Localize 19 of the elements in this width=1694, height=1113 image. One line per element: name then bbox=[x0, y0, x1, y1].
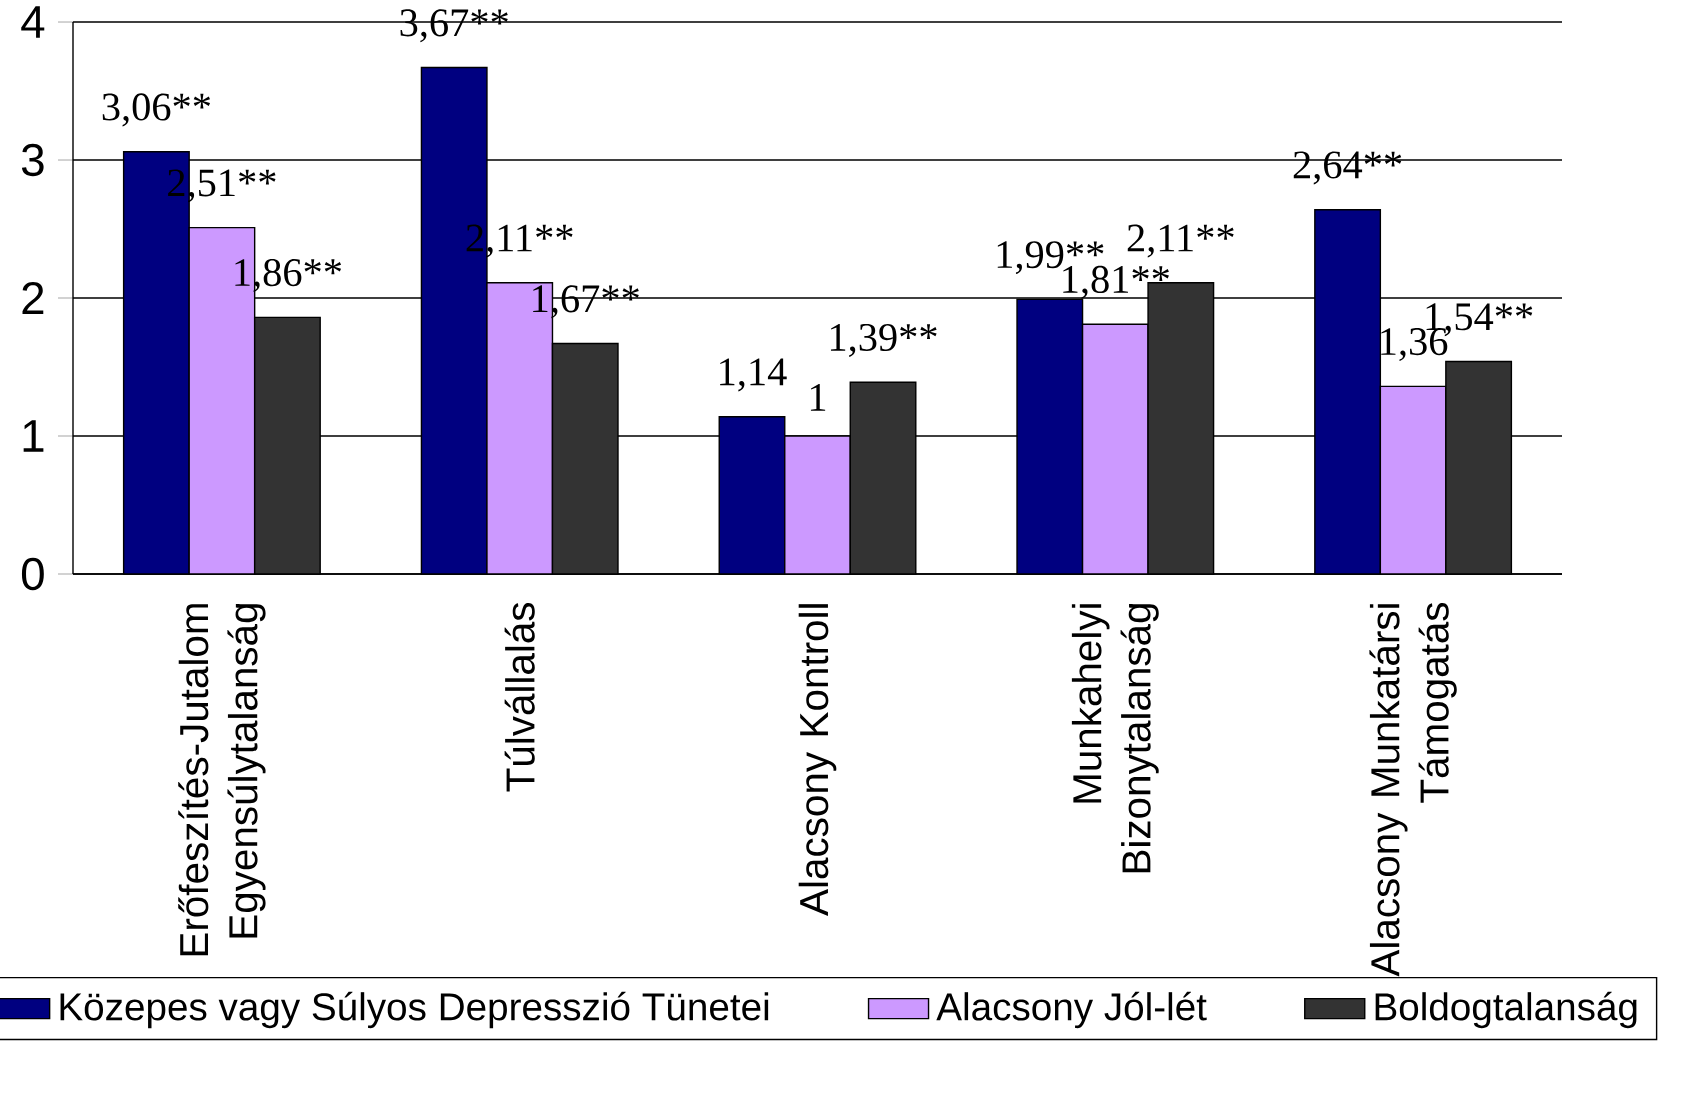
data-label: 1,39** bbox=[830, 323, 937, 357]
x-tick-label: Túlvállalás bbox=[504, 602, 535, 792]
y-tick-label: 4 bbox=[21, 6, 45, 38]
data-label: 2,64** bbox=[1293, 151, 1402, 185]
y-tick-label: 0 bbox=[21, 557, 44, 591]
x-tick-label: Alacsony Kontroll bbox=[798, 604, 837, 916]
x-tick-label: Erőfeszítés-Jutalom Egyensúlytalanság bbox=[178, 604, 266, 956]
y-tick-label: 3 bbox=[21, 143, 44, 177]
data-label: 2,11** bbox=[1127, 224, 1234, 258]
legend-label: Közepes vagy Súlyos Depresszió Tünetei bbox=[60, 991, 769, 1029]
legend-label: Alacsony Jól-lét bbox=[936, 991, 1207, 1029]
data-label: 1,14 bbox=[720, 358, 787, 392]
data-label: 3,06** bbox=[102, 93, 210, 127]
data-label: 1 bbox=[810, 384, 826, 411]
y-tick-label: 1 bbox=[23, 420, 44, 452]
x-tick-label: Munkahelyi Bizonytalanság bbox=[1071, 604, 1159, 873]
legend-label: Boldogtalanság bbox=[1375, 991, 1637, 1029]
y-tick-label: 2 bbox=[22, 282, 44, 314]
x-tick-label: Alacsony Munkatársi Támogatás bbox=[1369, 602, 1457, 977]
